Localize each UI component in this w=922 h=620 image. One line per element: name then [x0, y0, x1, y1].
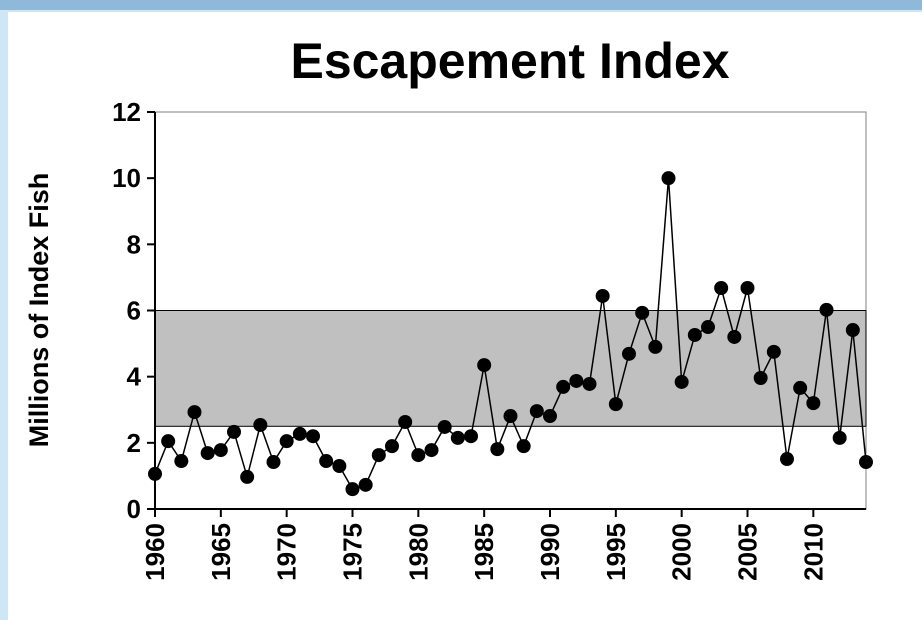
data-point: [345, 482, 360, 497]
x-tick-label: 1985: [469, 523, 499, 581]
y-tick-label: 2: [127, 428, 141, 458]
x-tick-label: 1975: [338, 523, 368, 581]
x-tick-label: 2000: [667, 523, 697, 581]
data-point: [766, 344, 781, 359]
data-point: [582, 376, 597, 391]
data-point: [780, 452, 794, 467]
data-point: [635, 305, 650, 320]
x-tick-label: 1965: [206, 523, 236, 581]
data-point: [464, 429, 478, 444]
header-strip: [0, 0, 922, 10]
data-point: [253, 417, 268, 432]
data-point: [529, 404, 544, 419]
y-tick-label: 8: [127, 229, 141, 259]
data-point: [687, 327, 702, 342]
data-point: [424, 443, 439, 458]
data-point: [477, 358, 492, 373]
data-point: [437, 419, 452, 434]
y-tick-label: 12: [112, 97, 141, 127]
data-point: [358, 477, 373, 492]
data-point: [595, 288, 610, 303]
data-point: [148, 466, 162, 481]
data-point: [332, 458, 347, 473]
x-tick-label: 1995: [601, 523, 631, 581]
y-tick-label: 0: [127, 494, 141, 524]
target-band: [154, 310, 867, 427]
data-point: [832, 430, 847, 445]
y-tick-label: 4: [127, 362, 142, 392]
data-point: [503, 409, 518, 424]
y-tick-label: 6: [127, 296, 141, 326]
data-point: [727, 329, 742, 344]
data-point: [411, 448, 426, 463]
data-point: [753, 370, 768, 385]
data-point: [793, 380, 808, 395]
data-point: [450, 430, 465, 445]
data-point: [398, 414, 413, 429]
data-point: [371, 448, 386, 463]
data-point: [845, 323, 860, 338]
data-point: [806, 396, 821, 411]
data-point: [516, 439, 531, 454]
data-point: [661, 171, 676, 186]
data-point: [714, 281, 729, 296]
data-point: [740, 281, 755, 296]
data-point: [161, 434, 176, 449]
x-tick-label: 1980: [403, 523, 433, 581]
data-point: [569, 373, 584, 388]
x-tick-label: 1970: [272, 523, 302, 581]
x-tick-label: 1990: [535, 523, 565, 581]
y-tick-label: 10: [112, 163, 141, 193]
data-point: [622, 346, 636, 361]
data-point: [819, 302, 834, 317]
data-point: [227, 424, 241, 439]
data-point: [648, 339, 663, 354]
data-point: [385, 439, 399, 454]
data-point: [200, 446, 215, 461]
data-point: [319, 454, 334, 469]
data-point: [674, 374, 689, 389]
data-point: [292, 426, 307, 441]
data-point: [266, 455, 281, 470]
data-point: [859, 455, 873, 470]
data-point: [279, 434, 294, 449]
x-tick-label: 1960: [140, 523, 170, 581]
data-point: [701, 320, 715, 335]
data-point: [240, 469, 255, 484]
y-axis-label: Millions of Index Fish: [24, 173, 54, 448]
data-point: [174, 454, 189, 469]
chart-title: Escapement Index: [290, 33, 729, 89]
x-tick-label: 2005: [733, 523, 763, 581]
data-point: [543, 409, 557, 424]
data-point: [608, 397, 623, 412]
data-point: [306, 429, 320, 444]
data-point: [556, 379, 571, 394]
x-tick-label: 2010: [798, 523, 828, 581]
data-point: [187, 405, 202, 420]
data-point: [213, 443, 228, 458]
data-point: [490, 442, 505, 457]
